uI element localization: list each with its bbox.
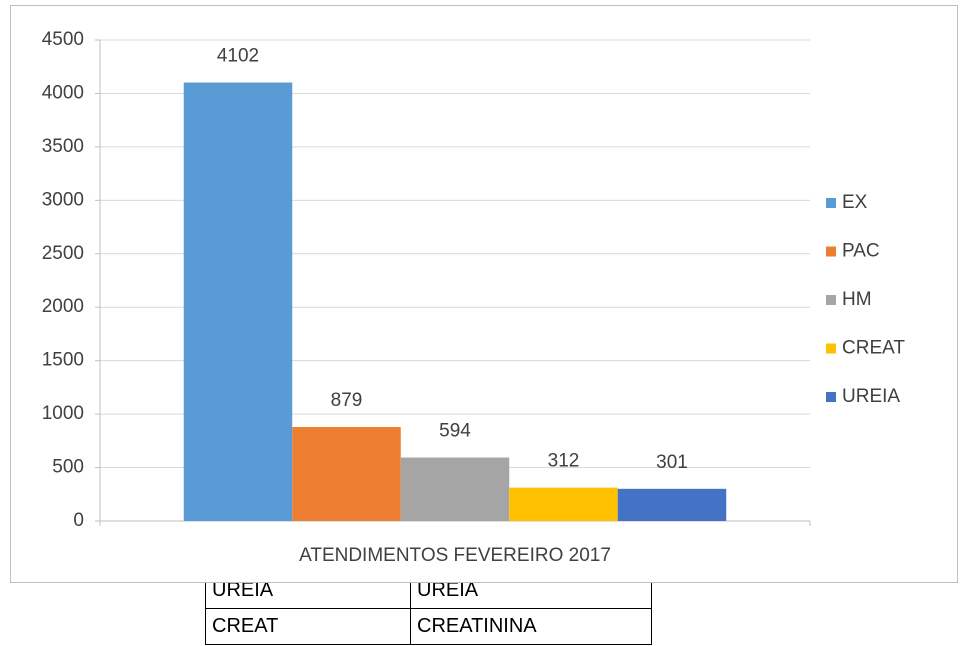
data-label: 594 bbox=[439, 421, 471, 442]
y-tick-label: 1500 bbox=[42, 350, 84, 371]
y-tick-label: 2500 bbox=[42, 243, 84, 264]
table-cell: CREAT bbox=[205, 608, 411, 645]
legend-swatch bbox=[826, 392, 836, 402]
data-label: 4102 bbox=[217, 46, 259, 67]
data-label: 301 bbox=[656, 452, 688, 473]
bar bbox=[509, 487, 618, 521]
data-label: 879 bbox=[331, 390, 363, 411]
y-tick-label: 3000 bbox=[42, 189, 84, 210]
y-tick-label: 2000 bbox=[42, 296, 84, 317]
legend-label: EX bbox=[842, 192, 868, 213]
y-tick-label: 3500 bbox=[42, 136, 84, 157]
legend-swatch bbox=[826, 246, 836, 257]
legend-label: PAC bbox=[842, 241, 880, 262]
chart: 0 500 1000 1500 2000 2500 3000 3500 4000 4500 ATEN… bbox=[10, 5, 958, 583]
table-cell: CREATININA bbox=[410, 608, 652, 645]
bar bbox=[292, 427, 401, 521]
y-tick-label: 1000 bbox=[42, 403, 84, 424]
y-tick-label: 500 bbox=[52, 457, 84, 478]
table-body: UREIA UREIA CREAT CREATININA bbox=[205, 572, 652, 645]
table: UREIA UREIA CREAT CREATININA bbox=[205, 572, 652, 645]
x-tick-label: ATENDIMENTOS FEVEREIRO 2017 bbox=[299, 545, 611, 566]
legend-swatch bbox=[826, 198, 836, 208]
y-tick-label: 4500 bbox=[42, 29, 84, 50]
table-row: CREAT CREATININA bbox=[205, 608, 652, 645]
bar bbox=[183, 82, 293, 521]
legend-label: CREAT bbox=[842, 338, 905, 359]
y-tick-label: 0 bbox=[73, 510, 84, 531]
data-label: 312 bbox=[548, 451, 580, 472]
legend-swatch bbox=[826, 343, 836, 354]
legend-label: UREIA bbox=[842, 386, 900, 407]
bar bbox=[617, 488, 727, 521]
legend-swatch bbox=[826, 295, 836, 305]
y-tick-label: 4000 bbox=[42, 82, 84, 103]
legend-label: HM bbox=[842, 289, 872, 310]
bar bbox=[400, 457, 510, 521]
